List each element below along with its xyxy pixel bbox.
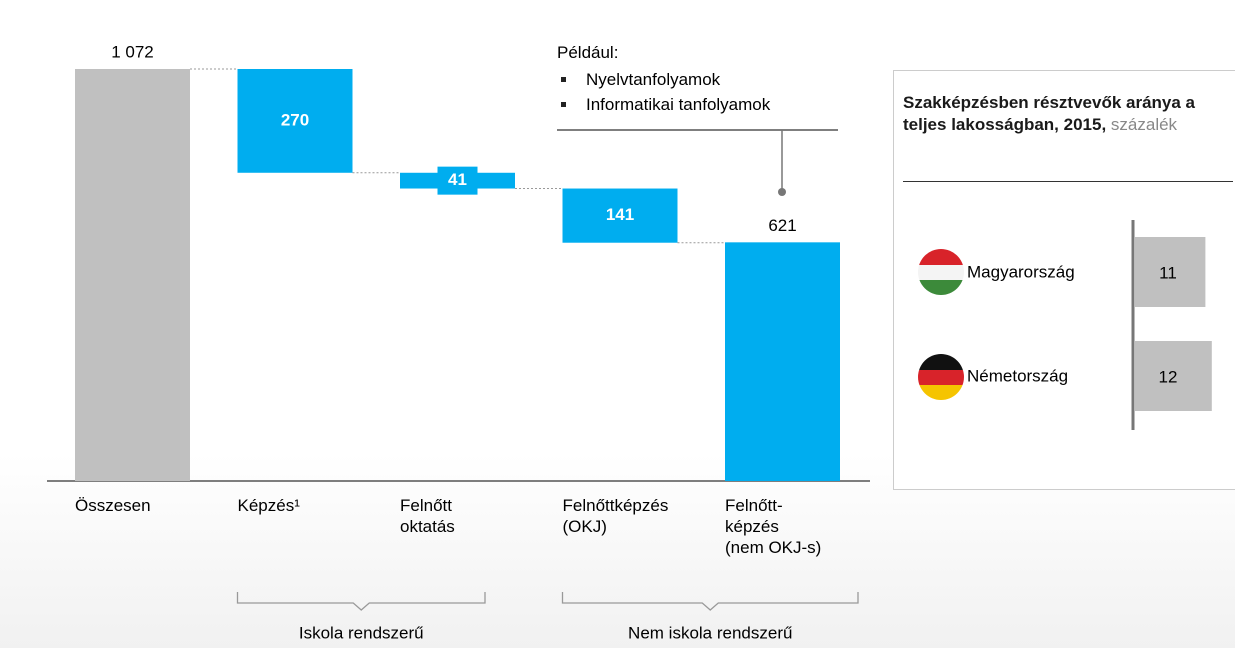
- x-tick-label: Felnőttképzés (OKJ): [562, 496, 669, 536]
- bullet: [561, 102, 566, 107]
- value-label: 1 072: [111, 42, 154, 61]
- bar: [725, 242, 840, 481]
- value-label: 141: [606, 205, 634, 224]
- title-rule: [903, 181, 1233, 182]
- value-label: 621: [768, 216, 796, 235]
- panel-subtitle: százalék: [1110, 115, 1178, 134]
- x-tick-label: Képzés¹: [237, 496, 300, 515]
- category-label: Magyarország: [967, 262, 1075, 281]
- value-label: 270: [281, 110, 309, 129]
- annotation-title: Például:: [557, 43, 619, 62]
- label-bg: [437, 166, 478, 195]
- annotation-dot: [778, 188, 786, 196]
- value-label: 41: [448, 170, 467, 189]
- flag-germany: [918, 354, 964, 400]
- panel-title-text: Szakképzésben résztvevők aránya a teljes…: [903, 93, 1196, 134]
- panel-title: Szakképzésben résztvevők aránya a teljes…: [903, 92, 1223, 136]
- value-label: 11: [1159, 263, 1177, 282]
- bar: [237, 69, 353, 173]
- x-tick-label: Felnőtt oktatás: [400, 496, 455, 536]
- bar: [1135, 341, 1212, 411]
- bar: [75, 69, 190, 481]
- category-label: Németország: [967, 366, 1068, 385]
- x-tick-label: Felnőtt- képzés (nem OKJ-s): [725, 496, 822, 557]
- group-bracket: [561, 592, 859, 611]
- value-label: 12: [1159, 367, 1178, 386]
- group-label: Iskola rendszerű: [299, 623, 424, 642]
- group-bracket: [236, 592, 486, 611]
- group-label: Nem iskola rendszerű: [628, 623, 792, 642]
- bar: [562, 188, 678, 243]
- annotation-item: Nyelvtanfolyamok: [586, 70, 721, 89]
- flag-hungary: [918, 249, 964, 295]
- x-tick-label: Összesen: [75, 496, 151, 515]
- annotation-item: Informatikai tanfolyamok: [586, 95, 771, 114]
- bullet: [561, 77, 566, 82]
- bar: [1135, 237, 1206, 307]
